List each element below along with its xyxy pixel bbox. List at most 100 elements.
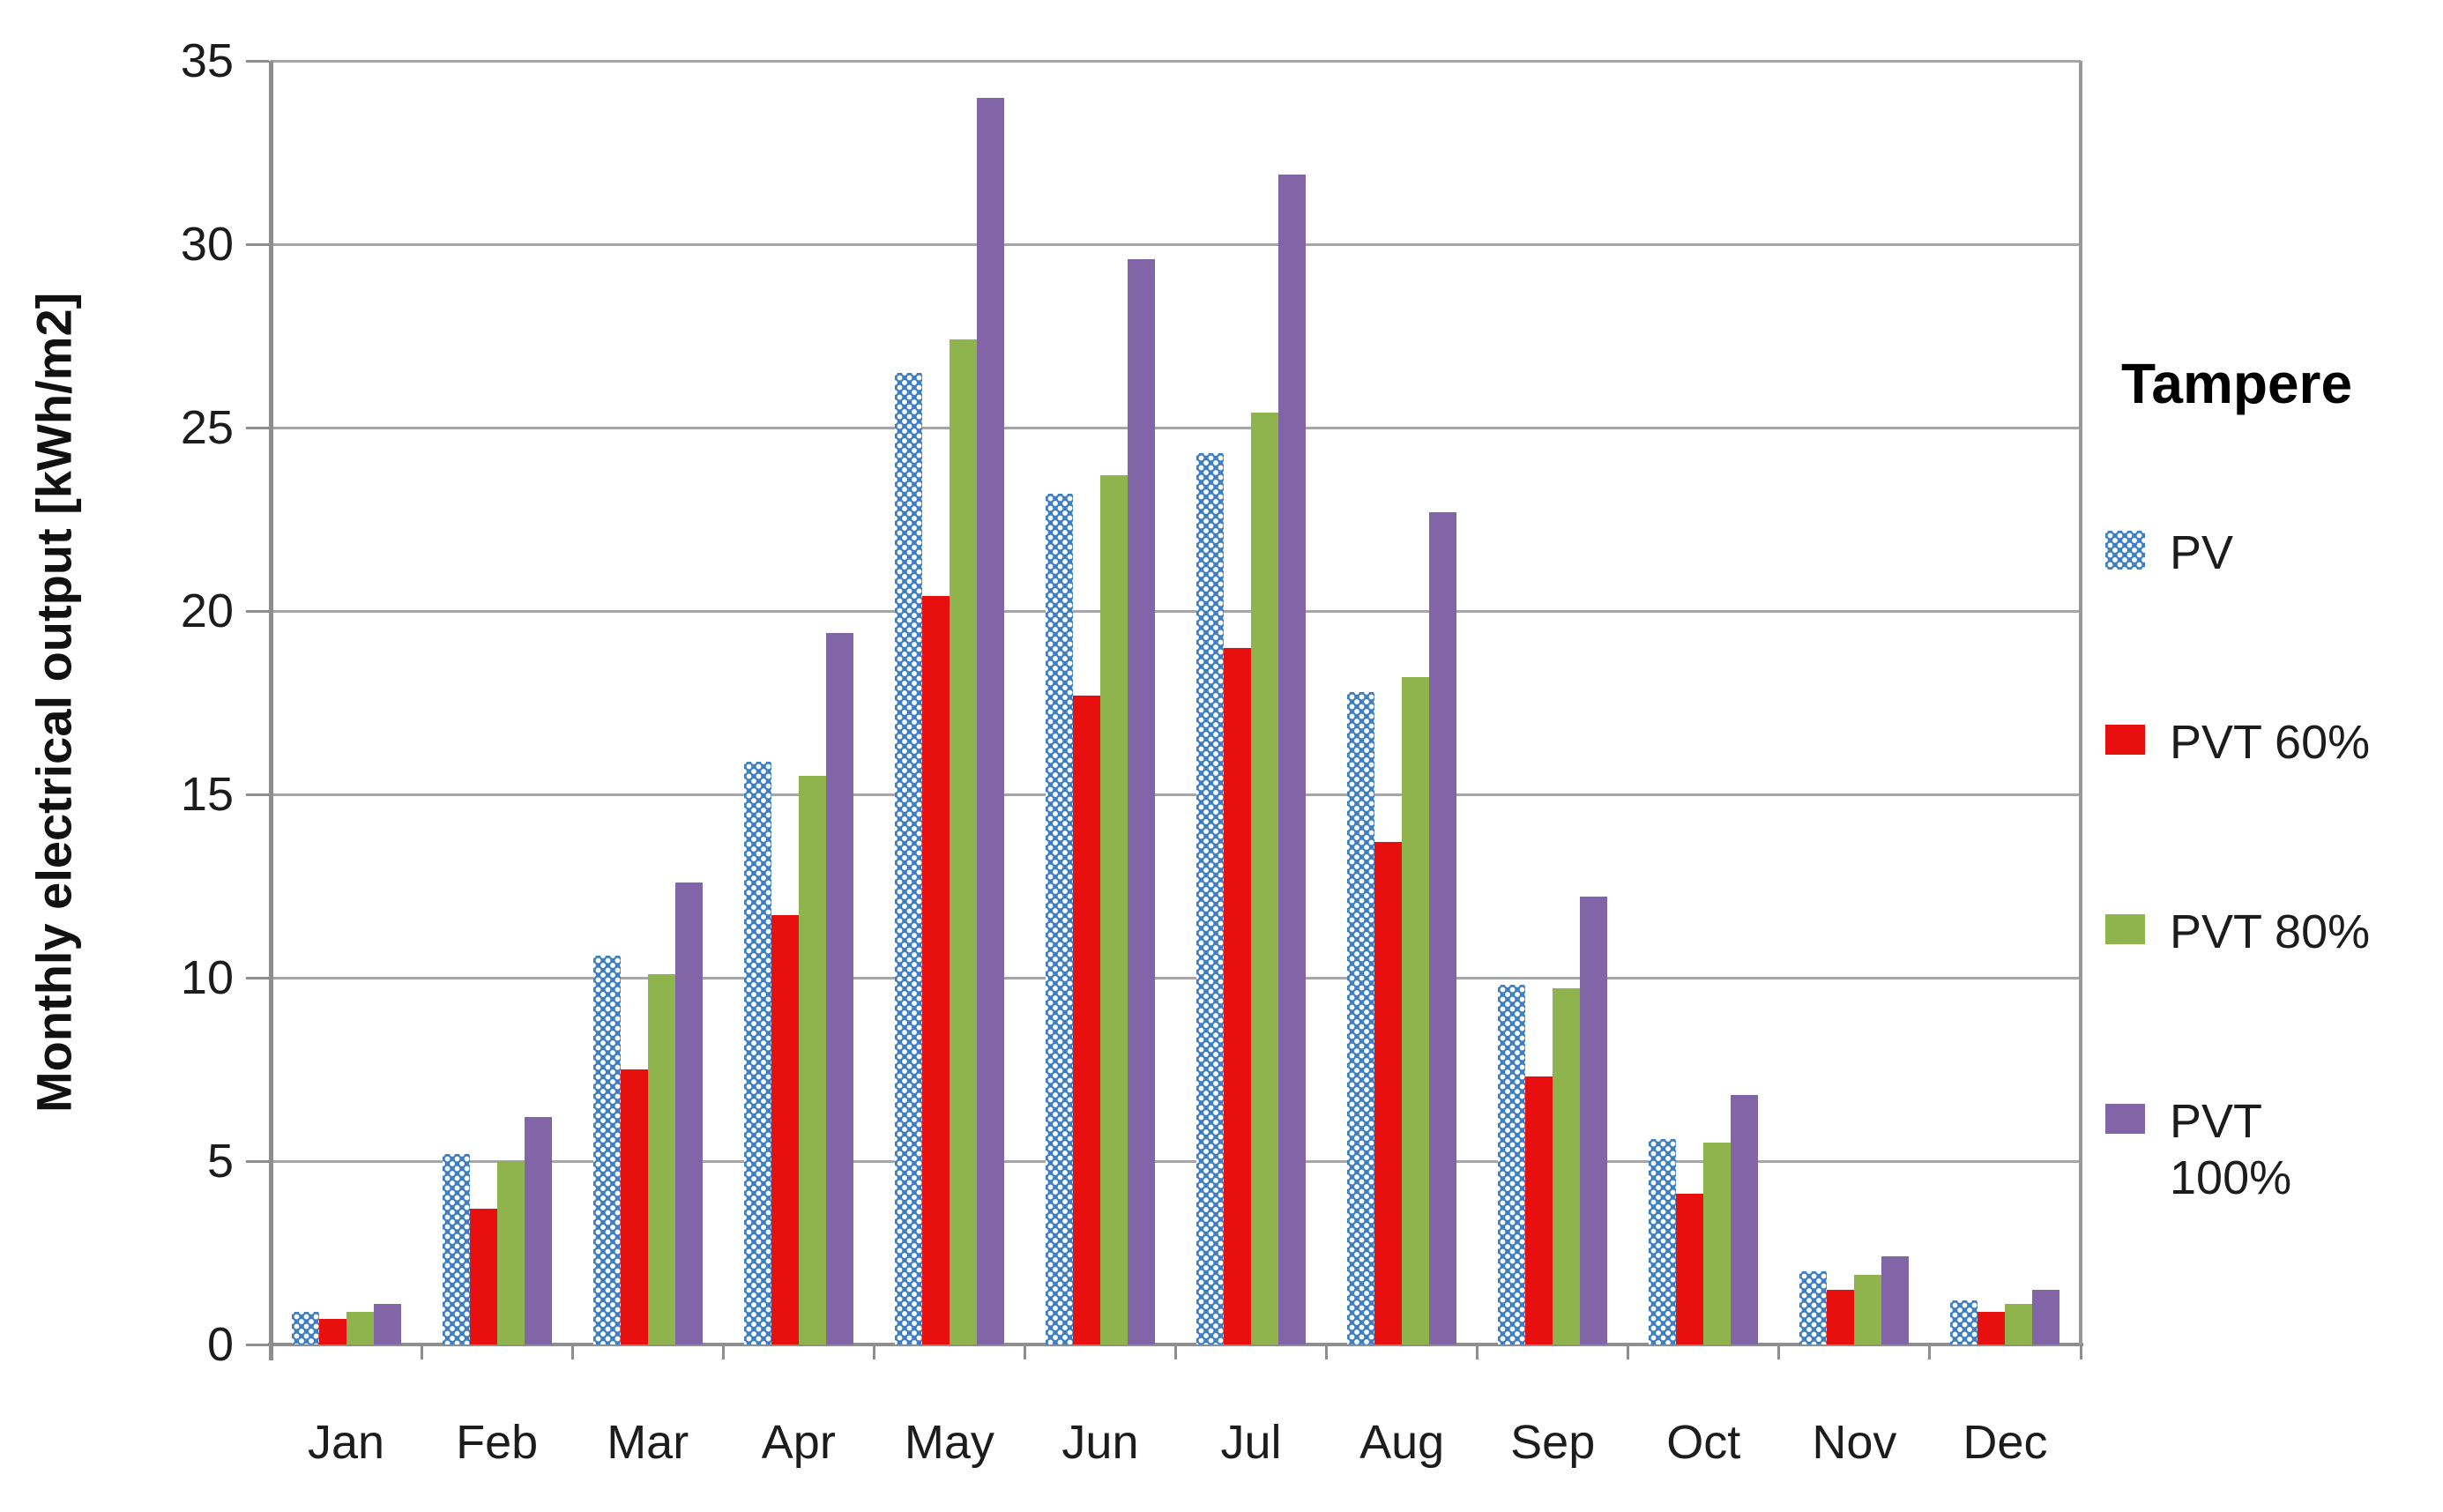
bar-pvt-100--aug	[1429, 511, 1457, 1344]
y-axis-tick-labels: 0 5 10 15 20 25 30 35	[0, 34, 234, 1371]
bar-pvt-100--nov	[1881, 1256, 1910, 1344]
y-tick-label: 35	[180, 34, 234, 87]
legend-swatch-pv	[2105, 531, 2145, 570]
x-tick-label: May	[904, 1416, 994, 1469]
y-tick-mark	[246, 793, 269, 796]
bar-pvt-80--dec	[2005, 1304, 2033, 1344]
y-tick-label: 10	[180, 951, 234, 1004]
bar-pvt-80--may	[949, 339, 977, 1344]
y-tick-mark	[246, 1159, 269, 1163]
bar-pv-sep	[1498, 985, 1526, 1344]
x-tick-mark	[420, 1344, 423, 1359]
bar-pvt-100--oct	[1731, 1095, 1759, 1344]
bar-pvt-100--jul	[1278, 174, 1307, 1344]
legend-label: PVT 80%	[2170, 904, 2370, 960]
x-tick-label: Oct	[1666, 1416, 1741, 1469]
gridline	[271, 976, 2081, 979]
x-tick-label: Aug	[1359, 1416, 1445, 1469]
bar-pvt-60--sep	[1525, 1076, 1553, 1344]
x-tick-mark	[1627, 1344, 1630, 1359]
bar-pvt-60--mar	[620, 1069, 648, 1344]
bar-pvt-60--dec	[1977, 1311, 2006, 1344]
bar-pvt-60--nov	[1827, 1289, 1855, 1344]
y-tick-label: 20	[180, 585, 234, 637]
bar-pvt-80--jun	[1099, 475, 1128, 1344]
bar-pvt-60--jan	[318, 1318, 346, 1344]
legend-label-line: PVT	[2170, 1095, 2263, 1148]
x-tick-label: Feb	[456, 1416, 539, 1469]
x-tick-mark	[1325, 1344, 1329, 1359]
bar-pvt-60--jun	[1072, 695, 1100, 1344]
x-tick-label: Nov	[1812, 1416, 1897, 1469]
plot-right-border	[2079, 61, 2082, 1344]
legend: Tampere PV PVT 60% PVT 80% PVT 100%	[2105, 351, 2440, 1204]
bar-pv-apr	[743, 761, 771, 1344]
bar-pvt-80--apr	[798, 776, 826, 1344]
bar-pvt-100--feb	[524, 1117, 552, 1344]
bar-pv-jul	[1196, 453, 1225, 1344]
legend-label: PVT 100%	[2170, 1093, 2291, 1206]
bar-pvt-60--oct	[1676, 1194, 1704, 1344]
x-tick-mark	[2079, 1344, 2082, 1359]
bar-pvt-60--aug	[1374, 842, 1403, 1344]
x-tick-mark	[269, 1344, 272, 1359]
bar-pvt-100--apr	[825, 632, 853, 1344]
y-tick-mark	[246, 242, 269, 246]
y-tick-mark	[246, 609, 269, 613]
x-tick-label: Sep	[1510, 1416, 1596, 1469]
bar-pvt-80--jul	[1251, 413, 1279, 1344]
bar-pvt-60--jul	[1224, 647, 1252, 1344]
legend-swatch-pvt-60-	[2105, 725, 2145, 755]
x-tick-label: Jun	[1061, 1416, 1139, 1469]
x-tick-mark	[1174, 1344, 1177, 1359]
bar-pvt-100--jan	[373, 1304, 401, 1344]
x-tick-mark	[1023, 1344, 1026, 1359]
legend-label-line: 100%	[2170, 1151, 2292, 1204]
bar-pvt-80--sep	[1553, 988, 1581, 1344]
bar-pvt-60--apr	[771, 915, 799, 1344]
bar-pvt-60--may	[921, 596, 950, 1344]
legend-swatch-pvt-80-	[2105, 914, 2145, 944]
bar-pvt-100--mar	[674, 882, 703, 1344]
legend-item-pvt-80-: PVT 80%	[2105, 904, 2370, 960]
y-tick-label: 30	[180, 218, 234, 271]
legend-title: Tampere	[2121, 352, 2353, 415]
bar-pvt-80--jan	[346, 1311, 374, 1344]
bar-pvt-80--feb	[496, 1161, 525, 1344]
gridline	[271, 242, 2081, 246]
y-tick-mark	[246, 426, 269, 429]
x-tick-mark	[1777, 1344, 1781, 1359]
legend-item-pvt-100-: PVT 100%	[2105, 1093, 2291, 1206]
bar-pvt-60--feb	[469, 1209, 497, 1344]
legend-label-line: PVT 80%	[2170, 905, 2371, 958]
x-tick-label: Jul	[1220, 1416, 1282, 1469]
bar-pvt-100--may	[976, 97, 1004, 1344]
y-tick-label: 5	[206, 1135, 234, 1188]
bar-pv-dec	[1950, 1300, 1978, 1344]
y-tick-label: 0	[206, 1318, 234, 1371]
legend-item-pvt-60-: PVT 60%	[2105, 714, 2370, 771]
bar-pv-may	[894, 372, 922, 1344]
legend-label: PV	[2170, 525, 2233, 581]
bar-pv-oct	[1649, 1139, 1677, 1344]
x-tick-mark	[1928, 1344, 1932, 1359]
bar-pv-aug	[1347, 691, 1375, 1344]
bar-pvt-100--sep	[1580, 897, 1608, 1344]
x-tick-label: Apr	[761, 1416, 836, 1469]
x-tick-mark	[570, 1344, 574, 1359]
gridline	[271, 1159, 2081, 1163]
gridline	[271, 59, 2081, 63]
y-axis-line	[269, 61, 273, 1360]
x-tick-mark	[872, 1344, 875, 1359]
legend-item-pv: PV	[2105, 525, 2233, 581]
gridline	[271, 793, 2081, 796]
x-tick-label: Dec	[1963, 1416, 2048, 1469]
gridline	[271, 426, 2081, 429]
bar-pvt-80--aug	[1402, 676, 1430, 1344]
legend-label: PVT 60%	[2170, 714, 2370, 771]
plot-area	[246, 59, 2083, 1360]
bar-pv-jan	[291, 1311, 319, 1344]
bar-pvt-80--mar	[647, 973, 675, 1344]
bar-pvt-80--oct	[1703, 1143, 1732, 1344]
legend-label-line: PVT 60%	[2170, 716, 2371, 769]
